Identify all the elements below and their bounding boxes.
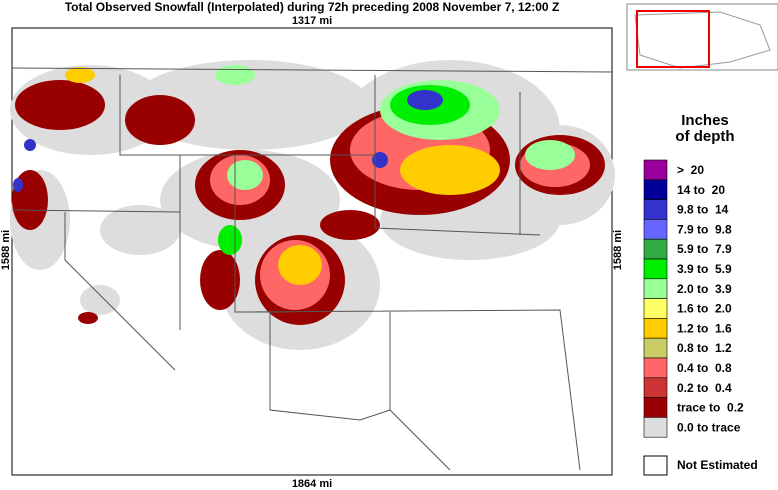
map-area bbox=[10, 27, 615, 476]
legend-title-2: of depth bbox=[675, 128, 734, 145]
legend-label: 14 to 20 bbox=[677, 183, 725, 197]
bottom-scale: 1864 mi bbox=[292, 478, 332, 490]
inset-map bbox=[626, 3, 778, 71]
legend-swatch bbox=[643, 298, 668, 319]
top-scale: 1317 mi bbox=[292, 15, 332, 27]
legend-swatch bbox=[643, 397, 668, 418]
legend-label: 0.2 to 0.4 bbox=[677, 381, 732, 395]
legend-label: 7.9 to 9.8 bbox=[677, 222, 732, 236]
legend-swatch bbox=[643, 417, 668, 438]
legend-label: 0.4 to 0.8 bbox=[677, 361, 732, 375]
legend-swatch bbox=[643, 377, 668, 398]
legend-label: 0.0 to trace bbox=[677, 420, 741, 434]
legend-swatch bbox=[643, 337, 668, 359]
legend-label: > 20 bbox=[677, 163, 704, 177]
legend-swatch bbox=[643, 357, 668, 379]
legend-label: 5.9 to 7.9 bbox=[677, 242, 732, 256]
legend-swatch bbox=[643, 258, 668, 280]
legend-swatch bbox=[643, 159, 668, 181]
title: Total Observed Snowfall (Interpolated) d… bbox=[65, 0, 560, 14]
legend-swatch bbox=[643, 278, 668, 299]
legend-swatch bbox=[643, 179, 668, 200]
legend-label: 2.0 to 3.9 bbox=[677, 282, 732, 296]
legend-swatch bbox=[643, 199, 668, 220]
not-estimated-label: Not Estimated bbox=[677, 458, 758, 472]
left-scale: 1588 mi bbox=[0, 230, 12, 270]
legend-title-1: Inches bbox=[681, 112, 729, 129]
not-estimated-swatch bbox=[643, 455, 668, 476]
legend-label: 0.8 to 1.2 bbox=[677, 341, 732, 355]
right-scale: 1588 mi bbox=[612, 230, 624, 270]
legend-swatch bbox=[643, 219, 668, 240]
legend-label: 3.9 to 5.9 bbox=[677, 262, 732, 276]
legend-label: trace to 0.2 bbox=[677, 401, 744, 415]
legend-label: 1.6 to 2.0 bbox=[677, 302, 732, 316]
legend-label: 1.2 to 1.6 bbox=[677, 321, 732, 335]
legend-swatch bbox=[643, 318, 668, 339]
legend: > 20 14 to 20 9.8 to 14 7.9 to 9.8 5.9 to 7.… bbox=[643, 159, 744, 438]
legend-label: 9.8 to 14 bbox=[677, 203, 729, 217]
legend-swatch bbox=[643, 238, 668, 260]
